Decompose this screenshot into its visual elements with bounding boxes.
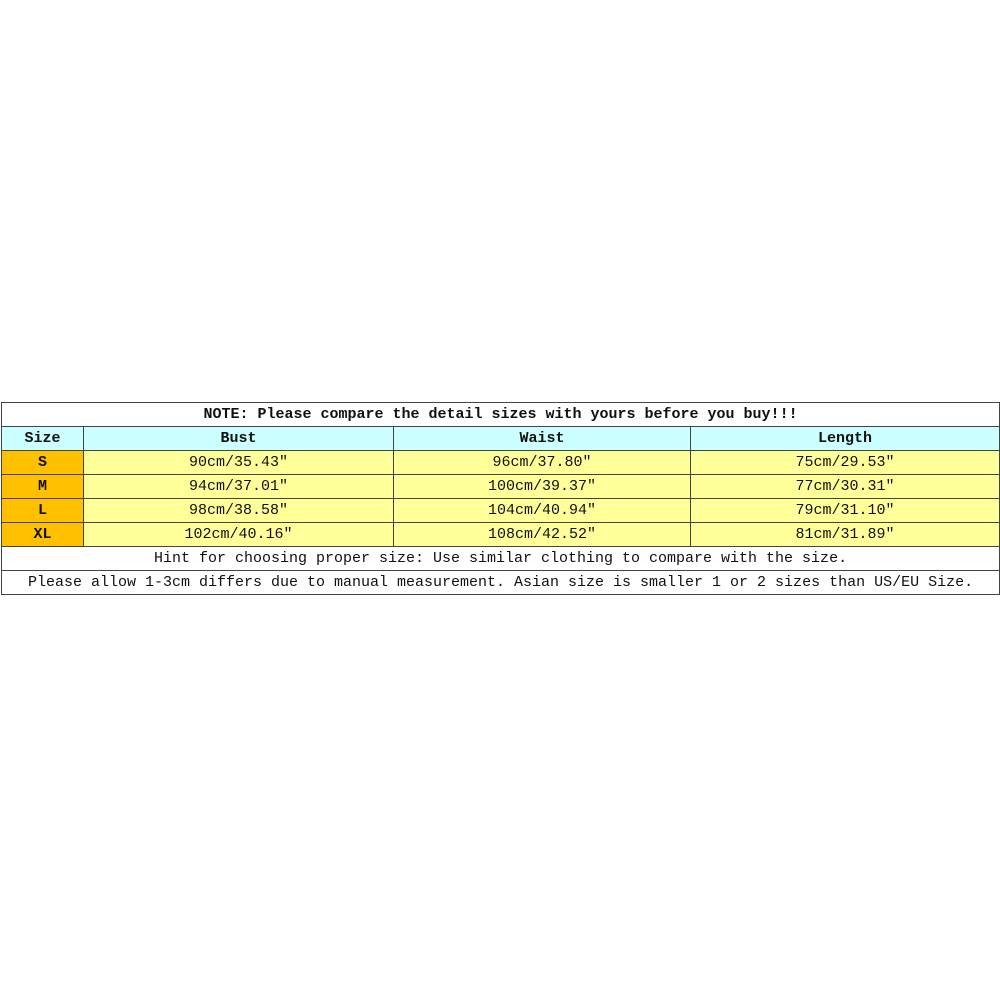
length-cell: 75cm/29.53″ [689, 450, 1000, 475]
note-text: NOTE: Please compare the detail sizes wi… [0, 402, 1000, 427]
size-chart-table: NOTE: Please compare the detail sizes wi… [0, 402, 1000, 595]
bust-cell: 98cm/38.58″ [83, 498, 394, 523]
header-bust: Bust [83, 426, 394, 451]
waist-cell: 96cm/37.80″ [393, 450, 691, 475]
header-size: Size [1, 426, 84, 451]
header-row: Size Bust Waist Length [1, 426, 1000, 451]
table-row: XL 102cm/40.16″ 108cm/42.52″ 81cm/31.89″ [1, 522, 1000, 547]
bust-cell: 102cm/40.16″ [83, 522, 394, 547]
bust-cell: 90cm/35.43″ [83, 450, 394, 475]
length-cell: 77cm/30.31″ [689, 474, 1000, 499]
note-row: NOTE: Please compare the detail sizes wi… [0, 402, 1000, 427]
bust-cell: 94cm/37.01″ [83, 474, 394, 499]
disclaimer-text: Please allow 1-3cm differs due to manual… [0, 570, 1000, 595]
waist-cell: 100cm/39.37″ [393, 474, 691, 499]
header-waist: Waist [393, 426, 691, 451]
length-cell: 81cm/31.89″ [689, 522, 1000, 547]
waist-cell: 104cm/40.94″ [393, 498, 691, 523]
size-cell: XL [1, 522, 84, 547]
hint-text: Hint for choosing proper size: Use simil… [0, 546, 1000, 571]
hint-row: Hint for choosing proper size: Use simil… [0, 546, 1000, 571]
length-cell: 79cm/31.10″ [689, 498, 1000, 523]
table-row: S 90cm/35.43″ 96cm/37.80″ 75cm/29.53″ [1, 450, 1000, 475]
header-length: Length [689, 426, 1000, 451]
table-row: M 94cm/37.01″ 100cm/39.37″ 77cm/30.31″ [1, 474, 1000, 499]
size-cell: L [1, 498, 84, 523]
waist-cell: 108cm/42.52″ [393, 522, 691, 547]
size-cell: M [1, 474, 84, 499]
table-row: L 98cm/38.58″ 104cm/40.94″ 79cm/31.10″ [1, 498, 1000, 523]
size-cell: S [1, 450, 84, 475]
disclaimer-row: Please allow 1-3cm differs due to manual… [0, 570, 1000, 595]
